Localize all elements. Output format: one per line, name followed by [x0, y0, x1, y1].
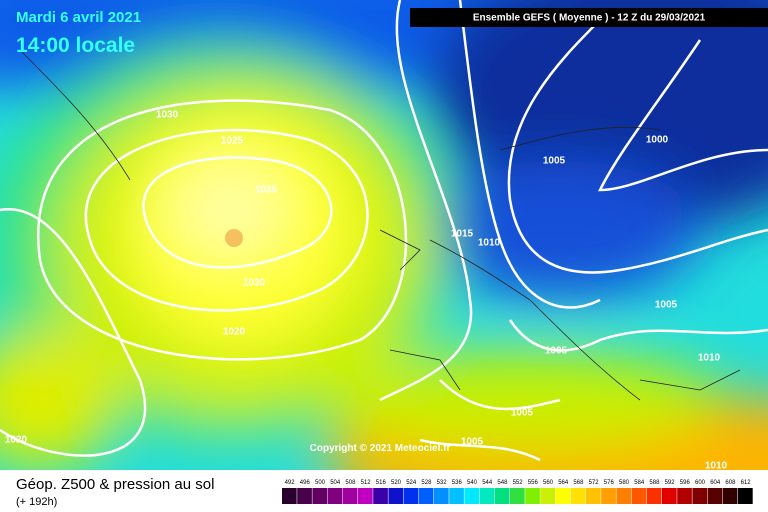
scale-label: 516	[376, 480, 387, 486]
isobar-label: 1020	[5, 435, 28, 446]
header-box	[410, 8, 768, 27]
scale-swatch	[434, 488, 449, 504]
scale-label: 604	[710, 480, 721, 486]
isobar-label: 1020	[223, 327, 246, 338]
scale-swatch	[418, 488, 434, 504]
scale-swatch	[540, 488, 556, 504]
scale-label: 504	[330, 480, 341, 486]
scale-label: 544	[482, 480, 493, 486]
scale-label: 556	[528, 480, 539, 486]
copyright: Copyright © 2021 Meteociel.fr	[310, 443, 451, 454]
scale-swatch	[388, 488, 404, 504]
scale-label: 548	[497, 480, 508, 486]
scale-swatch	[586, 488, 601, 504]
isobar-label: 1005	[461, 437, 484, 448]
scale-swatch	[692, 488, 708, 504]
isobar-label: 1005	[511, 408, 534, 419]
scale-label: 492	[285, 480, 296, 486]
scale-label: 552	[513, 480, 524, 486]
scale-swatch	[738, 488, 753, 504]
coastlines	[19, 49, 741, 401]
scale-swatch	[646, 488, 662, 504]
scale-swatch	[403, 488, 419, 504]
scale-label: 560	[543, 480, 554, 486]
scale-swatch	[342, 488, 358, 504]
isobar-label: 1005	[543, 156, 566, 167]
scale-swatch	[510, 488, 525, 504]
scale-label: 564	[558, 480, 569, 486]
run-info: Ensemble GEFS ( Moyenne ) - 12 Z du 29/0…	[473, 13, 706, 24]
scale-label: 580	[619, 480, 630, 486]
scale-label: 588	[649, 480, 660, 486]
scale-label: 540	[467, 480, 478, 486]
scale-swatch	[449, 488, 464, 504]
scale-label: 528	[421, 480, 432, 486]
isobar-label: 1005	[655, 300, 678, 311]
scale-swatch	[601, 488, 616, 504]
scale-swatch	[358, 488, 373, 504]
scale-label: 532	[437, 480, 448, 486]
scale-swatch	[312, 488, 328, 504]
scale-swatch	[722, 488, 738, 504]
isobar-label: 1000	[646, 135, 669, 146]
isobar-label: 1010	[698, 353, 721, 364]
scale-label: 512	[361, 480, 372, 486]
scale-label: 520	[391, 480, 402, 486]
isobar-label: 1030	[243, 278, 266, 289]
scale-swatch	[707, 488, 723, 504]
scale-swatch	[373, 488, 388, 504]
scale-swatch	[631, 488, 647, 504]
scale-swatch	[616, 488, 632, 504]
scale-label: 612	[741, 480, 752, 486]
isobar-label: 1025	[221, 136, 244, 147]
scale-label: 596	[680, 480, 691, 486]
isobar-label: 1030	[156, 110, 179, 121]
scale-label: 584	[634, 480, 645, 486]
scale-label: 496	[300, 480, 311, 486]
isobar-label: 1010	[705, 461, 728, 472]
scale-label: 508	[345, 480, 356, 486]
scale-swatch	[494, 488, 510, 504]
isobar-label: 1035	[255, 185, 278, 196]
scale-label: 600	[695, 480, 706, 486]
scale-label: 608	[725, 480, 736, 486]
color-scale: 492 496 500 504 508 512 516 520 524 528 532 536 540 5…	[282, 480, 753, 504]
scale-swatch	[555, 488, 571, 504]
scale-swatch	[297, 488, 312, 504]
footer-subtitle: (+ 192h)	[16, 496, 57, 508]
isobar-labels: 1030 1025 1035 1030 1020 1015 1010 1005 1000 1005…	[5, 110, 728, 472]
scale-label: 592	[665, 480, 676, 486]
high-center	[225, 229, 243, 247]
scale-label: 572	[589, 480, 600, 486]
scale-swatch	[479, 488, 495, 504]
scale-label: 536	[452, 480, 463, 486]
scale-swatch	[327, 488, 343, 504]
scale-label: 524	[406, 480, 417, 486]
isobar-label: 1005	[545, 346, 568, 357]
footer-title: Géop. Z500 & pression au sol	[16, 476, 214, 493]
isobar-label: 1015	[451, 229, 474, 240]
scale-swatch	[570, 488, 586, 504]
scale-swatch	[282, 488, 297, 504]
scale-swatch	[464, 488, 480, 504]
scale-swatch	[525, 488, 540, 504]
isobars	[0, 0, 768, 462]
scale-label: 576	[604, 480, 615, 486]
scale-swatch	[677, 488, 692, 504]
scale-label: 568	[573, 480, 584, 486]
time: 14:00 locale	[16, 34, 135, 57]
scale-swatch	[662, 488, 677, 504]
scale-label: 500	[315, 480, 326, 486]
date: Mardi 6 avril 2021	[16, 9, 141, 26]
isobar-label: 1010	[478, 238, 501, 249]
